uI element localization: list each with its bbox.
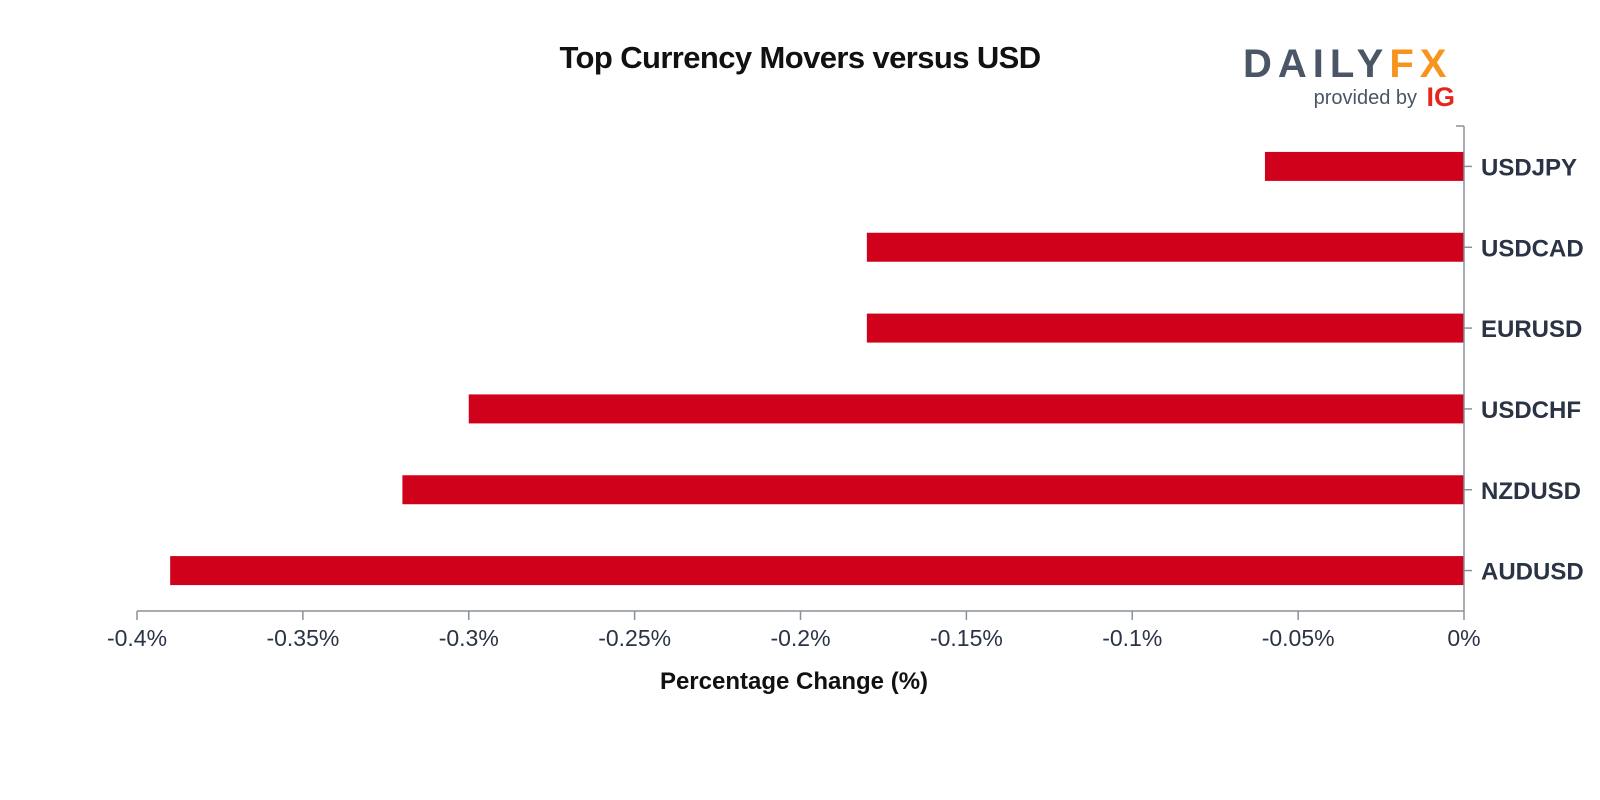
x-axis-title: Percentage Change (%) <box>660 668 928 695</box>
dailyfx-logo: DAILYFX provided by IG <box>1243 42 1455 112</box>
bar-usdcad <box>866 232 1464 262</box>
category-label-usdchf: USDCHF <box>1481 397 1581 424</box>
bar-nzdusd <box>402 475 1464 505</box>
x-tick-label: -0.3% <box>439 625 499 651</box>
axes-layer: USDJPY USDCAD EURUSD USDCHF NZDUSD AUDUSD -0.4… <box>107 125 1584 651</box>
category-label-usdjpy: USDJPY <box>1481 154 1577 181</box>
bar-usdjpy <box>1264 151 1464 181</box>
brand-wordmark: DAILYFX <box>1243 42 1452 86</box>
bar-audusd <box>170 556 1464 586</box>
x-tick-label: -0.05% <box>1262 625 1335 651</box>
x-tick-label: 0% <box>1447 625 1480 651</box>
category-label-nzdusd: NZDUSD <box>1481 478 1581 505</box>
x-tick-label: -0.35% <box>266 625 339 651</box>
provided-by-text: provided by <box>1314 87 1417 109</box>
x-tick-label: -0.15% <box>930 625 1003 651</box>
bar-usdchf <box>468 394 1464 424</box>
chart-title: Top Currency Movers versus USD <box>559 40 1041 75</box>
bars-layer <box>170 151 1464 586</box>
brand-main-text: DAILY <box>1243 42 1389 86</box>
category-label-usdcad: USDCAD <box>1481 235 1584 262</box>
x-tick-label: -0.4% <box>107 625 167 651</box>
category-label-eurusd: EURUSD <box>1481 316 1582 343</box>
brand-accent-text: FX <box>1389 42 1452 86</box>
category-label-audusd: AUDUSD <box>1481 559 1584 586</box>
ig-logo-text: IG <box>1426 82 1455 112</box>
x-tick-label: -0.1% <box>1102 625 1162 651</box>
bar-eurusd <box>866 313 1464 343</box>
x-tick-label: -0.25% <box>598 625 671 651</box>
x-tick-label: -0.2% <box>770 625 830 651</box>
